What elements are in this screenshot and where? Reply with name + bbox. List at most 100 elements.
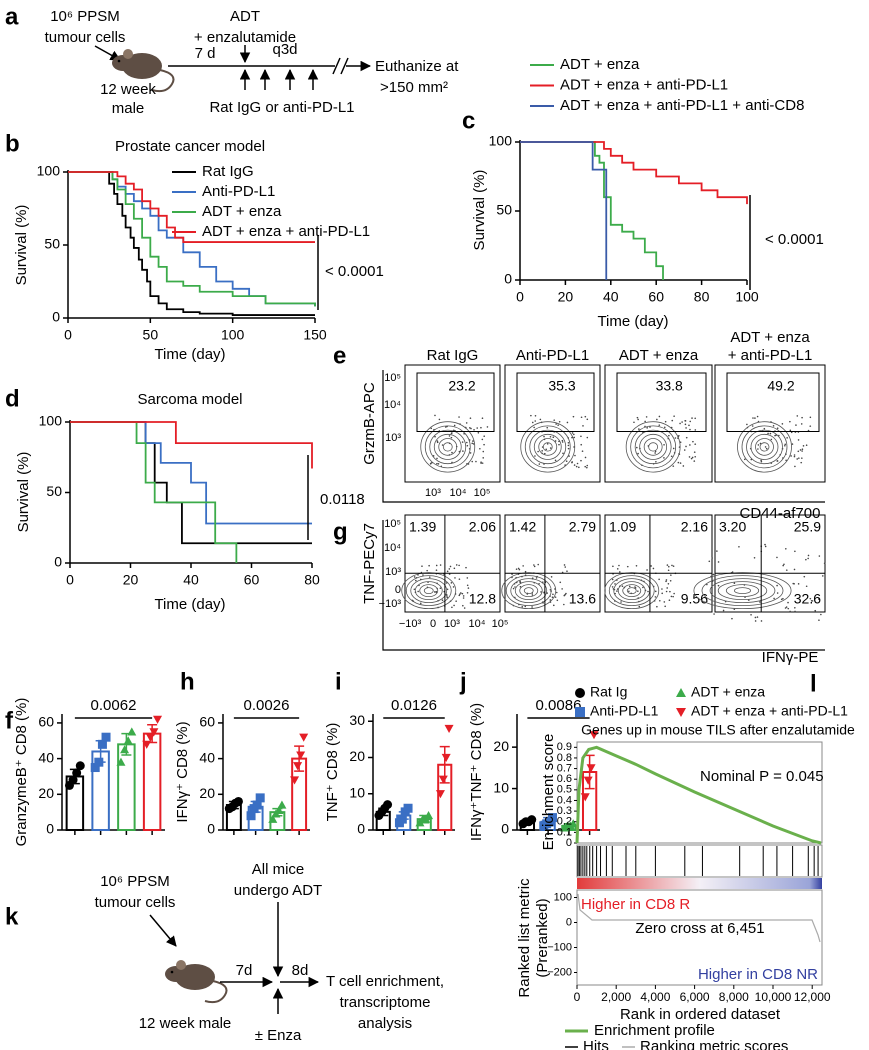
y-tick-label: 100 [554, 891, 572, 903]
flow-event [756, 415, 759, 418]
x-tick-label: 8,000 [719, 990, 749, 1004]
panel-label: k [5, 903, 19, 930]
flow-contour [693, 572, 792, 610]
flow-event [574, 454, 576, 457]
p-value: Nominal P = 0.045 [700, 768, 824, 785]
group-header: ADT + enza [619, 347, 699, 364]
flow-contour [746, 429, 783, 465]
y-tick-label: 0.7 [557, 762, 572, 774]
data-point [435, 790, 445, 799]
flow-event [573, 433, 575, 436]
flow-contour [617, 581, 646, 601]
legend-label: Enrichment profile [594, 1022, 715, 1039]
flow-event [706, 600, 708, 602]
flow-event [689, 444, 691, 446]
quadrant-value: 13.6 [569, 591, 596, 607]
flow-event [796, 458, 799, 460]
flow-event [785, 606, 788, 608]
gate [616, 372, 707, 432]
mouse-head [112, 55, 134, 71]
timeline-break [340, 57, 349, 75]
flow-event [521, 605, 524, 608]
flow-event [800, 461, 803, 464]
flow-event [454, 577, 456, 579]
panel-label: j [459, 668, 467, 695]
flow-event [765, 447, 768, 450]
data-point [580, 793, 590, 802]
endpoint-text: >150 mm² [380, 79, 448, 96]
flow-event [537, 450, 539, 453]
flow-event [475, 460, 477, 463]
flow-event [791, 443, 794, 445]
flow-event [785, 547, 787, 550]
flow-contour [529, 429, 567, 465]
flow-event [462, 595, 465, 597]
flow-event [524, 570, 527, 573]
flow-event [517, 567, 520, 570]
mouse-text: 12 week male [139, 1015, 232, 1032]
flow-event [586, 418, 589, 421]
flow-event [451, 451, 453, 454]
flow-event [584, 415, 587, 418]
x-axis-label: Time (day) [154, 346, 225, 363]
flow-event [793, 568, 796, 571]
panel-label: d [5, 385, 20, 412]
survival-curve [70, 421, 313, 469]
flow-event [663, 601, 666, 603]
flow-event [459, 593, 461, 595]
data-point [403, 803, 413, 813]
y-axis-label: IFNγ⁺ CD8 (%) [174, 721, 191, 822]
flow-event [466, 584, 469, 587]
flow-event [448, 568, 451, 570]
flow-event [799, 449, 802, 451]
flow-event [684, 420, 687, 422]
flow-event [679, 441, 682, 444]
legend-label: ADT + enza + anti-PD-L1 [202, 223, 370, 240]
flow-event [479, 447, 481, 450]
flow-event [461, 592, 464, 595]
flow-event [665, 579, 668, 581]
flow-event [483, 443, 485, 446]
flow-event [708, 560, 711, 563]
flow-event [619, 571, 621, 573]
flow-event [763, 427, 766, 430]
ranking-metric [577, 893, 821, 943]
quadrant-value: 32.6 [794, 591, 821, 607]
flow-event [621, 585, 624, 587]
flow-event [563, 603, 565, 606]
flow-event [652, 567, 655, 570]
flow-event [746, 423, 748, 426]
data-point [424, 811, 434, 820]
enza-text: ± Enza [255, 1027, 302, 1044]
flow-event [658, 415, 661, 418]
y-tick-label: 0 [46, 821, 54, 837]
p-value: 0.0118 [320, 491, 365, 508]
data-point [527, 815, 537, 825]
x-tick-label: 0 [66, 572, 74, 588]
metric-label: Higher in CD8 R [581, 896, 690, 913]
survival-curve [68, 171, 316, 307]
p-value: 0.0126 [391, 697, 437, 714]
data-point [255, 793, 265, 803]
flow-event [466, 444, 469, 447]
x-tick-label: 0 [574, 990, 581, 1004]
flow-contour [433, 433, 462, 460]
flow-event [433, 591, 436, 593]
x-tick-label: 10³ [444, 618, 460, 630]
flow-event [545, 448, 547, 451]
flow-event [694, 455, 697, 458]
flow-event [634, 586, 636, 588]
x-tick-label: 80 [304, 572, 320, 588]
legend-label: ADT + enza + anti-PD-L1 [691, 703, 848, 719]
x-tick-label: 10⁵ [492, 618, 509, 630]
flow-contour [414, 581, 443, 601]
flow-event [565, 460, 568, 463]
p-value: 0.0062 [91, 697, 137, 714]
flow-event [801, 416, 803, 419]
flow-event [556, 599, 559, 602]
flow-event [694, 417, 696, 420]
flow-event [614, 583, 616, 585]
mouse-text: male [112, 100, 145, 117]
y-tick-label: 10⁴ [384, 399, 401, 411]
y-tick-label: 20 [349, 748, 365, 764]
